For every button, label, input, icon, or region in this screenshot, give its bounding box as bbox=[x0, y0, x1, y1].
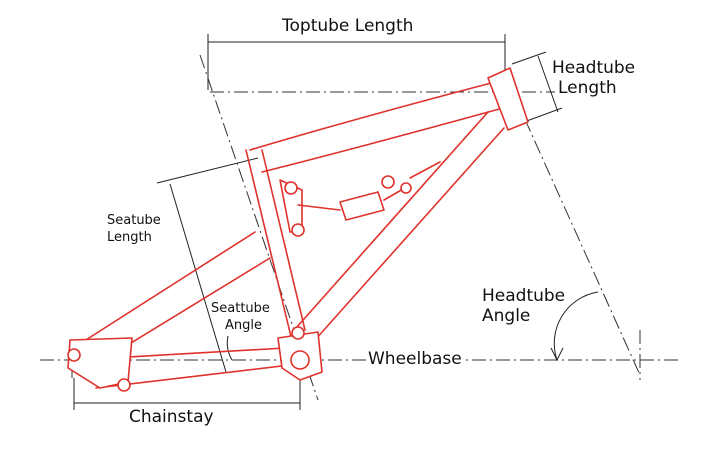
seattube-angle-label-line2: Angle bbox=[225, 318, 262, 333]
seatube-length-dimension-line bbox=[169, 183, 227, 373]
rear-axle bbox=[67, 348, 81, 362]
bike-frame bbox=[67, 67, 529, 392]
headtube-length-dimension-line bbox=[537, 55, 559, 113]
headtube-angle-label-line1: Headtube bbox=[482, 286, 566, 306]
seattube-angle-label: Seattube Angle bbox=[211, 300, 270, 334]
seatube-length-label-line1: Seatube bbox=[107, 213, 161, 228]
headtube-angle-arc bbox=[553, 291, 599, 361]
chainstay-label: Chainstay bbox=[129, 407, 214, 427]
seattube-angle-arc bbox=[226, 335, 233, 361]
headtube-length-label-line2: Length bbox=[558, 78, 617, 98]
head-tube bbox=[487, 67, 529, 131]
cable-guide bbox=[409, 161, 441, 179]
bottom-bracket bbox=[290, 350, 310, 370]
toptube-length-label: Toptube Length bbox=[282, 16, 414, 36]
headtube-extension-top bbox=[511, 51, 547, 65]
headtube-angle-label: Headtube Angle bbox=[482, 286, 565, 326]
headtube-angle-arrowhead bbox=[550, 347, 564, 362]
seattube-angle-label-line1: Seattube bbox=[211, 301, 270, 316]
top-tube-upper bbox=[249, 81, 496, 151]
seat-tube-right bbox=[261, 149, 306, 331]
rear-pivot bbox=[117, 378, 131, 392]
shock-shaft bbox=[297, 204, 341, 211]
seatube-length-label: Seatube Length bbox=[107, 212, 161, 246]
down-tube-lower bbox=[295, 111, 489, 329]
seat-stay-upper bbox=[77, 231, 256, 346]
rear-shock bbox=[339, 191, 385, 221]
seatube-length-label-line2: Length bbox=[107, 230, 152, 245]
shock-mount bbox=[381, 175, 395, 189]
main-pivot bbox=[291, 326, 305, 340]
headtube-length-label: Headtube Length bbox=[552, 58, 635, 98]
headtube-length-label-line1: Headtube bbox=[552, 58, 636, 78]
shock-bolt bbox=[400, 182, 412, 194]
seatube-extension-top bbox=[156, 157, 259, 184]
center-lines bbox=[40, 54, 680, 401]
top-tube-lower bbox=[261, 107, 504, 173]
down-tube-upper bbox=[314, 127, 505, 341]
rocker-pivot bbox=[284, 181, 298, 195]
headtube-angle-label-line2: Angle bbox=[482, 306, 531, 326]
head-tube-axis bbox=[504, 74, 641, 376]
seat-tube-axis bbox=[199, 54, 319, 401]
seat-tube-left bbox=[245, 149, 294, 346]
link-pivot bbox=[291, 223, 305, 237]
wheelbase-label: Wheelbase bbox=[366, 349, 464, 369]
dimension-lines bbox=[73, 34, 599, 410]
rear-dropout bbox=[67, 337, 133, 389]
headtube-extension-bottom bbox=[523, 107, 563, 123]
